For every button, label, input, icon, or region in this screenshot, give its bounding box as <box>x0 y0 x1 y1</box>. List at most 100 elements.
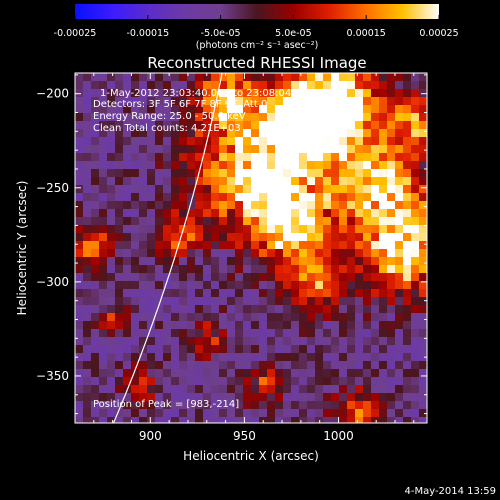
heatmap-cell <box>155 305 163 313</box>
heatmap-cell <box>315 129 323 137</box>
heatmap-cell <box>219 393 227 401</box>
heatmap-cell <box>339 257 347 265</box>
heatmap-cell <box>235 241 243 249</box>
heatmap-cell <box>107 377 115 385</box>
heatmap-cell <box>147 113 155 121</box>
heatmap-cell <box>107 273 115 281</box>
heatmap-cell <box>275 241 283 249</box>
heatmap-cell <box>179 297 187 305</box>
heatmap-cell <box>227 113 235 121</box>
heatmap-cell <box>179 337 187 345</box>
heatmap-cell <box>379 353 387 361</box>
heatmap-cell <box>291 81 299 89</box>
heatmap-cell <box>403 153 411 161</box>
heatmap-cell <box>251 369 259 377</box>
heatmap-cell <box>155 257 163 265</box>
heatmap-cell <box>219 361 227 369</box>
heatmap-cell <box>283 417 291 423</box>
heatmap-cell <box>211 409 219 417</box>
heatmap-cell <box>267 393 275 401</box>
heatmap-cell <box>347 81 355 89</box>
heatmap-cell <box>331 369 339 377</box>
heatmap-cell <box>219 113 227 121</box>
heatmap-cell <box>403 201 411 209</box>
heatmap-cell <box>243 361 251 369</box>
heatmap-cell <box>243 401 251 409</box>
heatmap-cell <box>347 377 355 385</box>
heatmap-cell <box>291 361 299 369</box>
heatmap-cell <box>363 273 371 281</box>
heatmap-cell <box>227 177 235 185</box>
heatmap-cell <box>203 209 211 217</box>
heatmap-cell <box>179 129 187 137</box>
heatmap-cell <box>91 401 99 409</box>
heatmap-cell <box>363 369 371 377</box>
heatmap-cell <box>267 185 275 193</box>
heatmap-cell <box>227 81 235 89</box>
heatmap-cell <box>83 281 91 289</box>
heatmap-cell <box>291 97 299 105</box>
heatmap-cell <box>387 145 395 153</box>
heatmap-cell <box>219 177 227 185</box>
heatmap-cell <box>283 233 291 241</box>
heatmap-cell <box>339 129 347 137</box>
heatmap-cell <box>347 201 355 209</box>
heatmap-cell <box>363 73 371 81</box>
heatmap-cell <box>195 249 203 257</box>
heatmap-cell <box>299 409 307 417</box>
heatmap-cell <box>419 273 427 281</box>
heatmap-cell <box>251 329 259 337</box>
heatmap-cell <box>251 217 259 225</box>
heatmap-cell <box>163 161 171 169</box>
heatmap-cell <box>147 121 155 129</box>
heatmap-cell <box>219 281 227 289</box>
heatmap-cell <box>331 409 339 417</box>
heatmap-cell <box>347 241 355 249</box>
heatmap-cell <box>339 169 347 177</box>
heatmap-cell <box>299 193 307 201</box>
heatmap-cell <box>123 313 131 321</box>
heatmap-cell <box>411 81 419 89</box>
heatmap-cell <box>75 121 83 129</box>
heatmap-cell <box>187 169 195 177</box>
heatmap-cell <box>395 265 403 273</box>
heatmap-cell <box>147 201 155 209</box>
heatmap-cell <box>267 113 275 121</box>
heatmap-cell <box>99 185 107 193</box>
heatmap-cell <box>315 105 323 113</box>
heatmap-cell <box>379 89 387 97</box>
heatmap-cell <box>275 377 283 385</box>
heatmap-cell <box>155 249 163 257</box>
heatmap-cell <box>403 257 411 265</box>
heatmap-cell <box>355 369 363 377</box>
heatmap-cell <box>211 297 219 305</box>
heatmap-cell <box>235 265 243 273</box>
heatmap-cell <box>379 193 387 201</box>
heatmap-cell <box>363 249 371 257</box>
heatmap-cell <box>179 273 187 281</box>
heatmap-cell <box>203 289 211 297</box>
heatmap-cell <box>219 273 227 281</box>
heatmap-cell <box>291 249 299 257</box>
heatmap-cell <box>187 113 195 121</box>
heatmap-cell <box>323 361 331 369</box>
heatmap-cell <box>251 73 259 81</box>
heatmap-cell <box>275 273 283 281</box>
heatmap-cell <box>187 209 195 217</box>
heatmap-cell <box>227 313 235 321</box>
heatmap-cell <box>411 321 419 329</box>
heatmap-cell <box>283 329 291 337</box>
heatmap-cell <box>155 81 163 89</box>
heatmap-cell <box>403 97 411 105</box>
heatmap-cell <box>331 289 339 297</box>
heatmap-cell <box>355 121 363 129</box>
heatmap-cell <box>395 209 403 217</box>
heatmap-cell <box>99 153 107 161</box>
heatmap-cell <box>155 89 163 97</box>
heatmap-cell <box>419 313 427 321</box>
heatmap-cell <box>219 137 227 145</box>
heatmap-cell <box>219 209 227 217</box>
heatmap-cell <box>339 225 347 233</box>
heatmap-cell <box>299 385 307 393</box>
heatmap-cell <box>155 241 163 249</box>
